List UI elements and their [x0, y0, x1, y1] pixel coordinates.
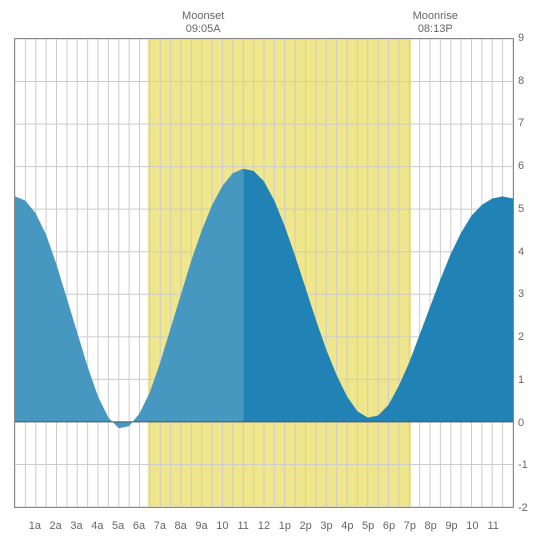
y-tick-label: -2 [518, 502, 528, 514]
moonset-label: Moonset09:05A [182, 10, 224, 36]
x-tick-label: 11 [487, 520, 498, 532]
y-tick-label: 5 [518, 203, 524, 215]
y-tick-label: 3 [518, 288, 524, 300]
y-tick-label: 9 [518, 32, 524, 44]
y-tick-label: 7 [518, 117, 524, 129]
x-tick-label: 7p [404, 520, 416, 532]
x-tick-label: 1p [279, 520, 291, 532]
moonrise-time: 08:13P [413, 23, 458, 36]
x-tick-label: 6p [383, 520, 395, 532]
y-tick-label: 1 [518, 374, 524, 386]
x-tick-label: 4a [91, 520, 103, 532]
y-tick-label: 0 [518, 417, 524, 429]
x-tick-label: 3p [320, 520, 332, 532]
x-tick-label: 3a [70, 520, 82, 532]
plot-area [14, 38, 514, 508]
x-tick-label: 10 [216, 520, 228, 532]
moonrise-title: Moonrise [413, 10, 458, 23]
x-tick-label: 7a [154, 520, 166, 532]
y-tick-label: 6 [518, 160, 524, 172]
x-tick-label: 11 [237, 520, 248, 532]
x-axis-ticks: 1a 2a 3a 4a 5a 6a 7a 8a 9a 10 11 12 1p 2p 3p 4p 5p 6p 7p 8p… [14, 520, 514, 540]
x-tick-label: 6a [133, 520, 145, 532]
x-tick-label: 9a [195, 520, 207, 532]
x-tick-label: 5a [112, 520, 124, 532]
top-annotations: Moonset09:05A Moonrise08:13P [10, 10, 540, 38]
x-tick-label: 4p [341, 520, 353, 532]
x-tick-label: 9p [445, 520, 457, 532]
y-tick-label: 2 [518, 331, 524, 343]
x-tick-label: 8p [425, 520, 437, 532]
tide-chart: Moonset09:05AMoonrise08:13P -2-101234567… [10, 10, 540, 540]
x-tick-label: 10 [466, 520, 478, 532]
y-axis-ticks: -2-10123456789 [518, 38, 540, 508]
y-tick-label: -1 [518, 459, 528, 471]
x-tick-label: 2a [50, 520, 62, 532]
y-tick-label: 4 [518, 246, 524, 258]
y-tick-label: 8 [518, 75, 524, 87]
x-tick-label: 1a [29, 520, 41, 532]
moonset-title: Moonset [182, 10, 224, 23]
x-tick-label: 5p [362, 520, 374, 532]
moonrise-label: Moonrise08:13P [413, 10, 458, 36]
x-tick-label: 12 [258, 520, 270, 532]
x-tick-label: 8a [175, 520, 187, 532]
x-tick-label: 2p [300, 520, 312, 532]
moonset-time: 09:05A [182, 23, 224, 36]
